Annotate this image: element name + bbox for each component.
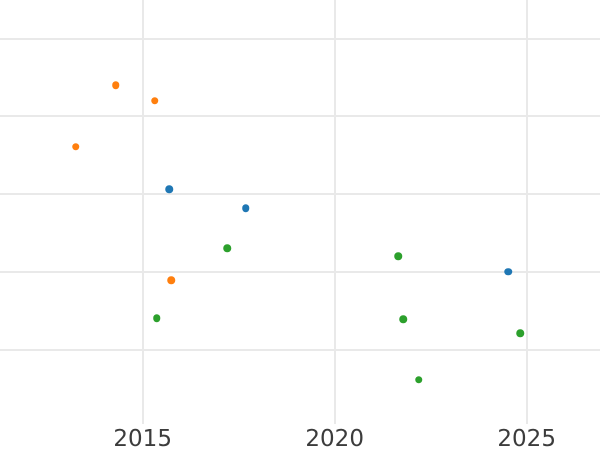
vertical-gridline xyxy=(525,0,528,424)
x-tick-label: 2025 xyxy=(497,426,556,450)
x-tick-label: 2015 xyxy=(113,426,172,450)
horizontal-gridline xyxy=(0,193,600,196)
scatter-point-orange xyxy=(151,97,159,105)
horizontal-gridline xyxy=(0,348,600,351)
scatter-point-orange xyxy=(112,81,120,90)
horizontal-gridline xyxy=(0,270,600,273)
horizontal-gridline xyxy=(0,115,600,118)
scatter-point-green xyxy=(223,244,231,253)
scatter-point-blue xyxy=(504,268,513,276)
horizontal-gridline xyxy=(0,37,600,40)
scatter-point-blue xyxy=(165,185,173,194)
scatter-point-green xyxy=(399,315,408,323)
scatter-point-orange xyxy=(72,142,80,151)
scatter-point-green xyxy=(394,252,403,260)
scatter-point-green xyxy=(152,314,161,323)
vertical-gridline xyxy=(333,0,336,424)
scatter-point-blue xyxy=(241,204,250,212)
scatter-point-orange xyxy=(167,276,175,285)
scatter-point-green xyxy=(415,376,423,384)
vertical-gridline xyxy=(141,0,144,424)
scatter-point-green xyxy=(516,329,524,337)
x-tick-label: 2020 xyxy=(305,426,364,450)
